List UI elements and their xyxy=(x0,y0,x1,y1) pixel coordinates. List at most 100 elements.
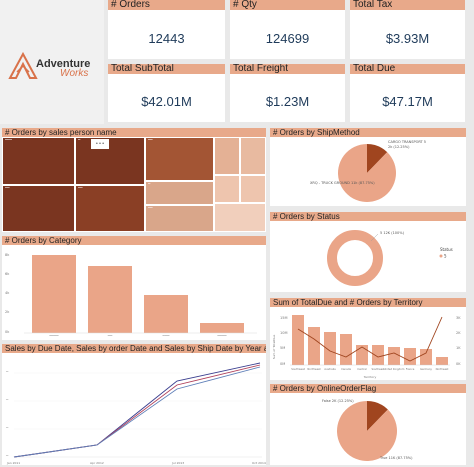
kpi-subtotal-value: $42.01M xyxy=(141,94,192,109)
shipmethod-label-bottom: XRQ - TRUCK GROUND 11k (87.75%) xyxy=(310,181,375,185)
status-panel[interactable]: # Orders by Status 5 12K (100%) Status 5 xyxy=(270,212,466,292)
treemap-tile[interactable]: ▔▔▔ xyxy=(2,137,75,185)
territory-bar[interactable] xyxy=(436,357,448,365)
category-panel[interactable]: # Orders by Category 8k 6k 4k 2k 0k ▔▔▔▔… xyxy=(2,236,266,340)
territory-bar[interactable] xyxy=(420,349,432,365)
territory-left-tick: 5M xyxy=(280,346,285,350)
online-flag-label-top: False 2K (12.25%) xyxy=(322,399,354,403)
status-donut: 5 12K (100%) Status 5 xyxy=(327,230,453,286)
territory-bar[interactable] xyxy=(388,347,400,365)
shipmethod-slice-1[interactable] xyxy=(338,144,396,202)
y-tick-label: 0k xyxy=(5,330,10,334)
shipmethod-panel[interactable]: # Orders by ShipMethod CARGO TRANSPORT 5… xyxy=(270,128,466,206)
territory-bar[interactable] xyxy=(356,345,368,365)
territory-bar[interactable] xyxy=(308,327,320,365)
online-flag-slice-0[interactable] xyxy=(367,401,388,431)
svg-text:▔: ▔ xyxy=(5,399,9,403)
online-flag-title: # Orders by OnlineOrderFlag xyxy=(270,384,466,393)
territory-x-tick: France xyxy=(406,367,415,371)
shipmethod-label-top: CARGO TRANSPORT 5 xyxy=(388,140,426,144)
treemap-title: # Orders by sales person name xyxy=(2,128,266,137)
status-legend-marker xyxy=(439,254,443,258)
territory-bar[interactable] xyxy=(372,345,384,365)
category-title: # Orders by Category xyxy=(2,236,266,245)
x-tick-label: Jul 2013 xyxy=(171,461,184,465)
online-flag-panel[interactable]: # Orders by OnlineOrderFlag False 2K (12… xyxy=(270,384,466,465)
treemap-panel[interactable]: # Orders by sales person name ▔▔▔ ▔▔ ▔ ▔… xyxy=(2,128,266,232)
territory-bar[interactable] xyxy=(292,315,304,365)
logo-panel: Adventure Works xyxy=(0,0,104,124)
status-legend-title: Status xyxy=(440,247,453,252)
kpi-total-tax-label: Total Tax xyxy=(350,0,465,10)
kpi-total-due-card[interactable]: Total Due $47.17M xyxy=(350,64,465,122)
treemap-tile[interactable]: ▔▔ xyxy=(145,205,214,232)
kpi-orders-value: 12443 xyxy=(148,31,185,46)
kpi-total-tax-card[interactable]: Total Tax $3.93M xyxy=(350,0,465,59)
kpi-freight-label: Total Freight xyxy=(230,64,345,74)
svg-text:▔: ▔ xyxy=(5,371,9,375)
treemap-tile[interactable] xyxy=(240,175,266,203)
treemap-tile[interactable] xyxy=(214,203,266,232)
kpi-qty-card[interactable]: # Qty 124699 xyxy=(230,0,345,59)
territory-x-tick: Central xyxy=(357,367,367,371)
treemap-tile[interactable] xyxy=(214,175,240,203)
territory-bar[interactable] xyxy=(404,348,416,365)
treemap-tile[interactable]: ▔ xyxy=(75,137,145,185)
kpi-orders-label: # Orders xyxy=(108,0,225,10)
treemap-tile[interactable] xyxy=(214,137,240,175)
category-bar[interactable] xyxy=(200,323,244,333)
territory-x-tick: Australia xyxy=(324,367,336,371)
territory-x-tick: Southwest xyxy=(291,367,305,371)
territory-bar[interactable] xyxy=(324,332,336,365)
online-flag-pie: False 2K (12.25%) True 11K (87.75%) xyxy=(322,399,413,461)
kpi-qty-label: # Qty xyxy=(230,0,345,10)
sales-ship-date-line[interactable] xyxy=(13,366,261,458)
svg-text:▔▔: ▔▔ xyxy=(107,335,113,339)
shipmethod-slice-0[interactable] xyxy=(367,144,388,173)
treemap-tile[interactable]: ▔▔ xyxy=(145,137,214,181)
category-bar[interactable] xyxy=(32,255,76,333)
category-bar-chart: 8k 6k 4k 2k 0k ▔▔▔▔ ▔▔ ▔▔▔ ▔▔▔▔ xyxy=(5,253,257,339)
status-title: # Orders by Status xyxy=(270,212,466,221)
treemap-tile[interactable]: ▔▔ xyxy=(2,185,75,232)
status-donut-ring[interactable] xyxy=(327,230,383,286)
kpi-orders-card[interactable]: # Orders 12443 xyxy=(108,0,225,59)
territory-left-tick: 10M xyxy=(280,331,287,335)
kpi-total-due-value: $47.17M xyxy=(382,94,433,109)
sales-dates-panel[interactable]: Sales by Due Date, Sales by order Date a… xyxy=(2,344,266,465)
territory-right-tick: 2K xyxy=(456,331,461,335)
kpi-subtotal-label: Total SubTotal xyxy=(108,64,225,74)
x-tick-label: Apr 2012 xyxy=(90,461,104,465)
territory-title: Sum of TotalDue and # Orders by Territor… xyxy=(270,298,466,307)
treemap-tile[interactable]: ▔ xyxy=(145,181,214,205)
sales-order-date-line[interactable] xyxy=(13,364,261,458)
territory-x-tick: Germany xyxy=(420,367,432,371)
territory-bar[interactable] xyxy=(340,334,352,365)
y-tick-label: 4k xyxy=(5,291,10,295)
territory-left-tick: 15M xyxy=(280,316,287,320)
kpi-qty-value: 124699 xyxy=(265,31,310,46)
more-options-button[interactable]: • • • xyxy=(91,139,109,149)
status-legend-item: 5 xyxy=(444,254,447,259)
kpi-subtotal-card[interactable]: Total SubTotal $42.01M xyxy=(108,64,225,122)
online-flag-slice-1[interactable] xyxy=(337,401,397,461)
category-bar[interactable] xyxy=(144,295,188,333)
territory-x-tick: Southeast xyxy=(371,367,384,371)
territory-orders-line[interactable] xyxy=(297,316,443,362)
treemap-tile[interactable] xyxy=(240,137,266,175)
category-bar[interactable] xyxy=(88,266,132,333)
shipmethod-pie: CARGO TRANSPORT 5 2k (12.25%) XRQ - TRUC… xyxy=(310,140,426,202)
svg-text:▔▔▔: ▔▔▔ xyxy=(162,335,171,339)
kpi-freight-value: $1.23M xyxy=(265,94,310,109)
treemap-tile[interactable]: ▔▔ xyxy=(75,185,145,232)
kpi-total-tax-value: $3.93M xyxy=(385,31,430,46)
treemap-body: ▔▔▔ ▔▔ ▔ ▔▔ ▔▔ ▔ ▔▔ • • • xyxy=(2,137,266,232)
svg-text:▔▔▔▔: ▔▔▔▔ xyxy=(48,335,59,339)
svg-text:▔: ▔ xyxy=(5,455,9,459)
territory-panel[interactable]: Sum of TotalDue and # Orders by Territor… xyxy=(270,298,466,380)
y-tick-label: 2k xyxy=(5,310,10,314)
sales-dates-title: Sales by Due Date, Sales by order Date a… xyxy=(2,344,266,353)
kpi-freight-card[interactable]: Total Freight $1.23M xyxy=(230,64,345,122)
territory-combo-chart: Sum of TotalDue 15M 10M 5M 0M 3K 2K 1K 0… xyxy=(272,315,461,379)
logo-text-adventure: Adventure xyxy=(36,58,91,70)
